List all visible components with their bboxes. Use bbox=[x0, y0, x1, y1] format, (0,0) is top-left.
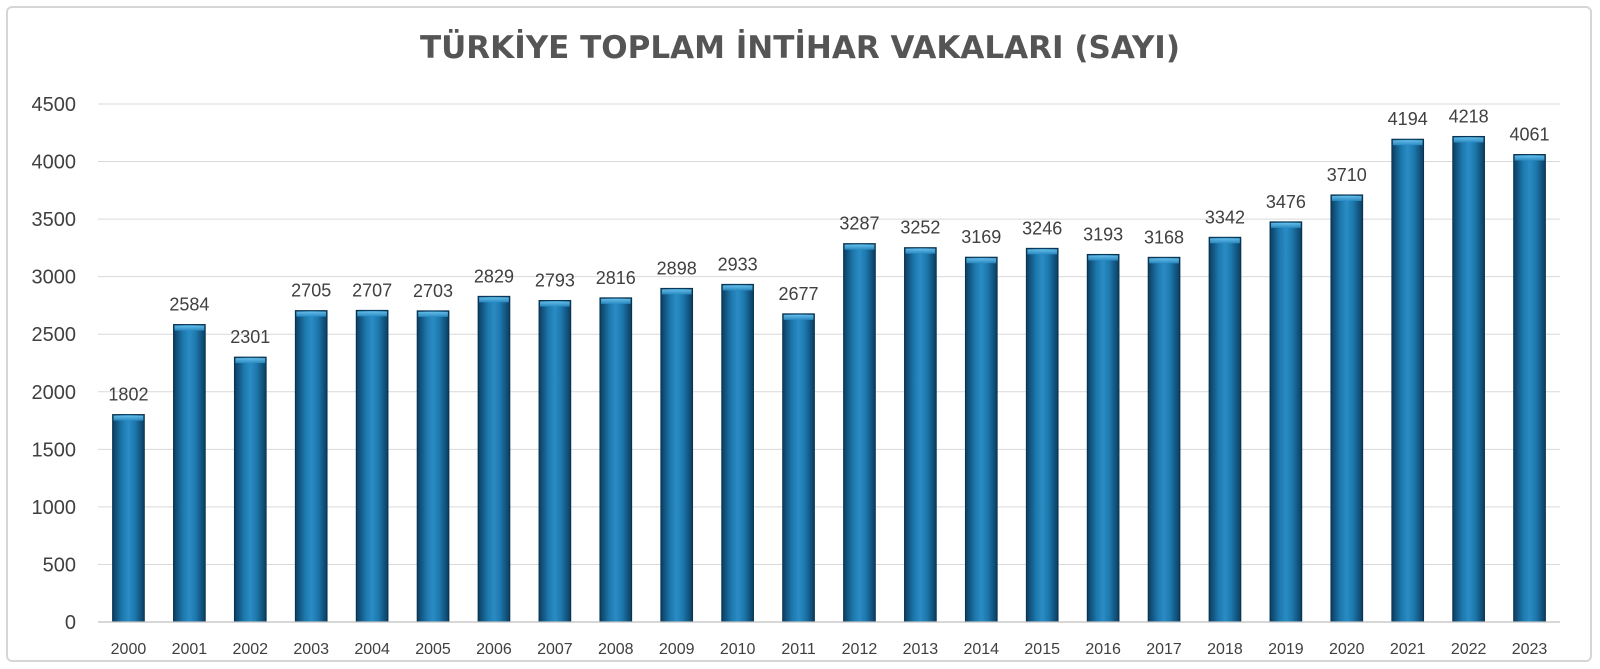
data-label: 2703 bbox=[413, 281, 453, 301]
x-tick-label: 2018 bbox=[1207, 641, 1243, 658]
data-label: 3168 bbox=[1144, 227, 1184, 247]
bar bbox=[355, 309, 389, 623]
bar bbox=[294, 310, 328, 623]
bars bbox=[112, 135, 1546, 623]
bar bbox=[843, 243, 876, 623]
data-label: 4061 bbox=[1510, 125, 1550, 145]
y-axis-ticks: 0 500 1000 1500 2000 2500 3000 3500 4000 4500 bbox=[32, 94, 77, 634]
y-tick-label: 2000 bbox=[32, 382, 77, 404]
data-label: 3169 bbox=[961, 227, 1001, 247]
bar bbox=[660, 287, 694, 623]
data-label: 4194 bbox=[1388, 109, 1428, 129]
gridlines bbox=[98, 103, 1560, 565]
bar bbox=[599, 297, 633, 623]
x-tick-label: 2019 bbox=[1268, 641, 1304, 658]
data-label: 4218 bbox=[1449, 106, 1489, 126]
bar bbox=[782, 313, 815, 623]
data-label: 2707 bbox=[352, 280, 392, 300]
y-tick-label: 0 bbox=[65, 612, 76, 634]
y-tick-label: 3000 bbox=[32, 267, 77, 289]
x-tick-label: 2009 bbox=[659, 641, 695, 658]
x-tick-label: 2000 bbox=[111, 641, 147, 658]
data-label: 3476 bbox=[1266, 192, 1306, 212]
y-tick-label: 4000 bbox=[32, 152, 77, 174]
bar bbox=[538, 299, 572, 623]
data-label: 2829 bbox=[474, 266, 514, 286]
bar bbox=[964, 256, 998, 623]
data-label: 2301 bbox=[230, 327, 270, 347]
data-label: 3342 bbox=[1205, 207, 1245, 227]
x-tick-label: 2015 bbox=[1024, 641, 1060, 658]
x-tick-label: 2011 bbox=[781, 641, 816, 658]
y-tick-label: 500 bbox=[43, 554, 76, 576]
x-tick-label: 2002 bbox=[232, 641, 268, 658]
x-tick-label: 2023 bbox=[1512, 641, 1548, 658]
bar bbox=[1391, 138, 1425, 623]
bar bbox=[1513, 154, 1546, 623]
x-tick-label: 2014 bbox=[963, 641, 999, 658]
data-label: 2677 bbox=[779, 284, 819, 304]
data-label: 2705 bbox=[291, 281, 331, 301]
bar bbox=[1269, 221, 1303, 623]
y-tick-label: 2500 bbox=[32, 324, 77, 346]
data-label: 2933 bbox=[718, 254, 758, 274]
bar bbox=[1330, 194, 1364, 623]
data-label: 2584 bbox=[169, 295, 209, 315]
x-tick-label: 2013 bbox=[903, 641, 939, 658]
data-label: 2793 bbox=[535, 270, 575, 290]
x-tick-label: 2003 bbox=[293, 641, 329, 658]
bar bbox=[904, 247, 937, 623]
data-label: 3710 bbox=[1327, 165, 1367, 185]
data-label: 2898 bbox=[657, 258, 697, 278]
bar bbox=[1208, 236, 1242, 623]
data-label: 3252 bbox=[900, 218, 940, 238]
bar bbox=[233, 356, 267, 623]
x-tick-label: 2005 bbox=[415, 641, 451, 658]
x-tick-label: 2001 bbox=[172, 641, 208, 658]
bar bbox=[112, 414, 145, 623]
x-tick-label: 2017 bbox=[1146, 641, 1182, 658]
data-label: 3246 bbox=[1022, 218, 1062, 238]
data-label: 3287 bbox=[839, 214, 879, 234]
x-tick-label: 2012 bbox=[842, 641, 878, 658]
bar bbox=[1086, 253, 1120, 623]
bar bbox=[416, 310, 450, 623]
chart-title: TÜRKİYE TOPLAM İNTİHAR VAKALARI (SAYI) bbox=[420, 29, 1180, 66]
x-tick-label: 2016 bbox=[1085, 641, 1121, 658]
y-tick-label: 3500 bbox=[32, 209, 77, 231]
x-tick-label: 2006 bbox=[476, 641, 512, 658]
y-tick-label: 4500 bbox=[32, 94, 77, 116]
x-tick-label: 2008 bbox=[598, 641, 634, 658]
data-labels: 1802 2584 2301 2705 2707 2703 2829 2793 2816 2898… bbox=[108, 106, 1549, 404]
bar bbox=[1025, 247, 1059, 623]
bar bbox=[1147, 256, 1181, 623]
bar bbox=[1452, 135, 1485, 623]
x-tick-label: 2021 bbox=[1390, 641, 1426, 658]
data-label: 1802 bbox=[108, 385, 148, 405]
bar bbox=[721, 283, 754, 623]
x-tick-label: 2022 bbox=[1451, 641, 1487, 658]
bar bbox=[477, 295, 511, 623]
y-tick-label: 1500 bbox=[32, 439, 77, 461]
x-tick-label: 2020 bbox=[1329, 641, 1365, 658]
x-axis-ticks: 2000 2001 2002 2003 2004 2005 2006 2007 2008 2009… bbox=[111, 641, 1548, 658]
x-tick-label: 2004 bbox=[354, 641, 390, 658]
data-label: 2816 bbox=[596, 268, 636, 288]
bar bbox=[173, 324, 206, 623]
x-tick-label: 2007 bbox=[537, 641, 573, 658]
data-label: 3193 bbox=[1083, 224, 1123, 244]
y-tick-label: 1000 bbox=[32, 497, 77, 519]
x-tick-label: 2010 bbox=[720, 641, 756, 658]
